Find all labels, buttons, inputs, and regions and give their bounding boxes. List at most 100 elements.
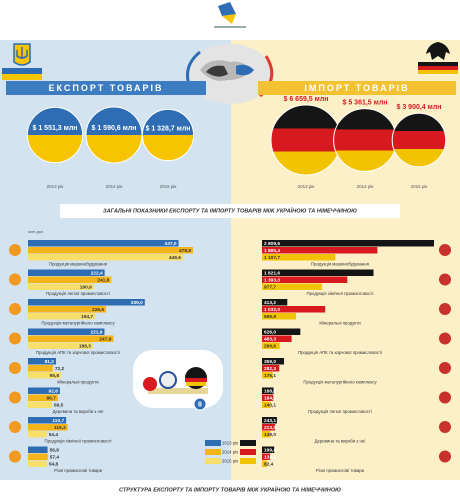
value-label: 72,2 <box>55 366 65 372</box>
bar <box>262 283 322 290</box>
bubble-label: $ 1 328,7 млн <box>146 125 191 132</box>
category-label: Мінеральні продукти <box>319 321 361 326</box>
category-label: Продукція легкої промисловості <box>308 409 372 414</box>
bar <box>28 365 53 372</box>
value-label: 213,9 <box>264 425 276 431</box>
bar <box>28 299 145 306</box>
value-label: 184,3 <box>264 395 276 401</box>
bubble-label: $ 3 900,4 млн <box>397 104 442 111</box>
bar <box>262 313 297 320</box>
bar <box>28 335 114 342</box>
legend-swatch <box>205 458 221 464</box>
bubble <box>270 104 342 176</box>
category-icon <box>439 450 451 463</box>
bar <box>28 372 62 379</box>
category-icon <box>9 332 21 345</box>
value-label: 199,4 <box>264 447 276 453</box>
bar <box>28 313 96 320</box>
overview-title: ЗАГАЛЬНІ ПОКАЗНИКИ ЕКСПОРТУ ТА ІМПОРТУ Т… <box>103 207 357 214</box>
value-label: 977,7 <box>264 284 276 290</box>
legend-swatch <box>205 449 221 455</box>
bar <box>28 417 67 424</box>
bar <box>262 372 273 379</box>
value-label: 437,0 <box>165 241 177 247</box>
bar <box>28 328 105 335</box>
value-label: 69,5 <box>54 402 64 408</box>
value-label: 247,9 <box>99 336 111 342</box>
bar <box>28 431 47 438</box>
bar <box>262 240 434 247</box>
bar <box>262 276 348 283</box>
bar <box>262 417 277 424</box>
value-label: 86,7 <box>47 395 57 401</box>
value-label: 2 809,6 <box>264 241 280 247</box>
value-label: 290,6 <box>264 343 276 349</box>
bar <box>262 394 274 401</box>
value-label: 81,2 <box>45 359 55 365</box>
value-label: 243,1 <box>264 418 276 424</box>
year-label: 2014 рік <box>106 184 123 189</box>
category-label: Продукція АПК та харчової промисловості <box>36 350 120 355</box>
overview-banner <box>60 204 400 218</box>
legend-swatch <box>240 458 256 464</box>
bar <box>28 269 105 276</box>
bar <box>28 342 93 349</box>
bar <box>28 283 94 290</box>
bar <box>262 247 378 254</box>
value-label: 478,9 <box>179 248 191 254</box>
value-label: 339,0 <box>131 300 143 306</box>
bar <box>262 453 271 460</box>
ukraine-emblem <box>2 43 42 80</box>
value-label: 226,6 <box>92 307 104 313</box>
value-label: 54,4 <box>49 432 59 438</box>
rank-badge: 8 <box>198 401 202 408</box>
bar <box>28 254 183 261</box>
value-label: 221,9 <box>90 329 102 335</box>
value-label: 95,8 <box>50 373 60 379</box>
category-icon <box>439 332 451 345</box>
bar <box>262 269 374 276</box>
value-label: 194,7 <box>81 314 93 320</box>
category-icon <box>439 273 451 286</box>
bubble <box>141 108 195 162</box>
bar <box>262 365 280 372</box>
value-label: 188,6 <box>264 388 276 394</box>
bar <box>262 387 274 394</box>
category-icon <box>9 244 21 256</box>
value-label: 82,4 <box>264 461 274 467</box>
category-label: Деревина та вироби з неї <box>53 409 105 414</box>
bar <box>262 335 292 342</box>
year-label: 2013 рік <box>47 184 64 189</box>
value-label: 188,3 <box>79 343 91 349</box>
value-label: 115,3 <box>54 425 66 431</box>
bubble-label: $ 5 361,5 млн <box>343 99 388 106</box>
bar <box>28 358 56 365</box>
value-label: 483,3 <box>264 336 276 342</box>
value-label: 92,6 <box>49 388 59 394</box>
category-label: Продукція металургійного комплексу <box>41 321 115 326</box>
value-label: 110,7 <box>52 418 64 424</box>
category-label: Різні промислові товари <box>54 468 103 473</box>
value-label: 1 821,6 <box>264 270 280 276</box>
category-icon <box>9 421 21 433</box>
value-label: 1 393,3 <box>264 277 280 283</box>
value-label: 413,2 <box>264 300 276 306</box>
bubble-label: $ 1 551,3 млн <box>33 125 78 132</box>
value-label: 57,4 <box>50 454 60 460</box>
category-icon <box>9 273 21 286</box>
year-label: 2015 рік <box>160 184 177 189</box>
bar <box>28 401 52 408</box>
category-label: Продукція хімічної промисловості <box>307 291 374 296</box>
bar <box>28 394 58 401</box>
bar <box>28 247 193 254</box>
bar <box>262 328 301 335</box>
bubble <box>85 106 143 164</box>
bar <box>262 306 326 313</box>
value-label: 56,8 <box>50 447 60 453</box>
value-label: 449,6 <box>169 255 181 261</box>
value-label: 626,0 <box>264 329 276 335</box>
value-label: 1 032,0 <box>264 307 280 313</box>
bar <box>262 401 271 408</box>
legend-swatch <box>240 440 256 446</box>
